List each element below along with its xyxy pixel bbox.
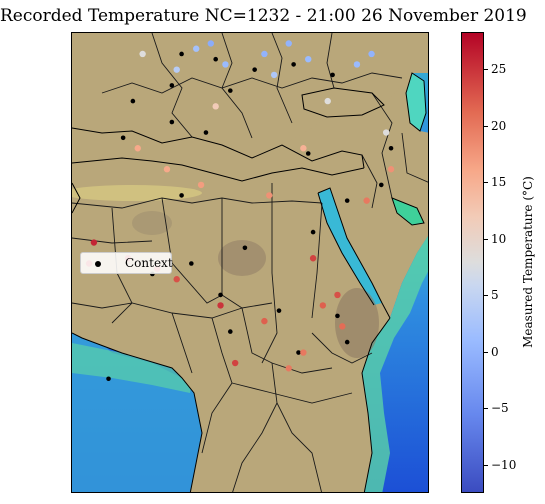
measured-point — [231, 359, 239, 367]
context-point — [120, 135, 126, 141]
measured-point — [266, 192, 273, 199]
measured-point — [305, 55, 312, 63]
measured-point — [134, 145, 141, 152]
measured-point — [139, 50, 146, 58]
colorbar-tick — [484, 408, 488, 410]
context-point — [179, 51, 184, 57]
ahaggar-highland — [132, 211, 172, 235]
measured-point — [207, 40, 215, 47]
sahel-yellow-band — [72, 185, 202, 201]
context-point — [310, 229, 316, 235]
context-point — [335, 313, 340, 319]
measured-point — [324, 97, 331, 105]
context-points — [106, 51, 394, 382]
map-canvas — [72, 33, 428, 492]
measured-point — [368, 50, 375, 58]
measured-point — [339, 323, 346, 330]
context-point — [330, 72, 335, 78]
guinea-shelf — [72, 343, 192, 393]
atlantic-coastal-shelf — [72, 183, 202, 492]
colorbar-tick — [484, 464, 488, 466]
context-point — [213, 56, 218, 62]
colorbar-tick — [484, 238, 488, 240]
context-point — [252, 67, 257, 72]
country-borders — [72, 33, 428, 492]
context-point — [305, 151, 311, 156]
measured-point — [319, 302, 327, 309]
measured-point — [363, 197, 370, 204]
caspian-sea — [406, 73, 426, 131]
colorbar-tick-label: −5 — [491, 401, 509, 416]
colorbar-tick-label: 0 — [491, 344, 499, 359]
context-point — [189, 261, 194, 266]
measured-point — [261, 50, 268, 58]
context-point — [130, 98, 136, 104]
context-point — [276, 308, 282, 313]
red-sea — [318, 188, 382, 305]
measured-point — [222, 61, 229, 68]
measured-point — [261, 317, 268, 325]
context-point — [203, 130, 209, 135]
measured-point — [309, 255, 317, 262]
context-point — [242, 245, 248, 251]
measured-point — [197, 181, 205, 189]
context-point — [169, 83, 175, 88]
context-point — [388, 145, 394, 151]
context-point — [344, 198, 350, 203]
colorbar-tick — [484, 182, 488, 184]
context-point — [106, 376, 111, 382]
coastlines — [72, 72, 427, 492]
map-title: Recorded Temperature NC=1232 - 21:00 26 … — [0, 6, 527, 26]
indian-coastal-shelf — [362, 236, 428, 492]
context-point — [227, 88, 233, 93]
measured-point — [270, 71, 278, 79]
colorbar — [461, 32, 484, 493]
context-point — [179, 193, 184, 198]
legend-context-label: Context — [125, 256, 173, 270]
colorbar-tick-label: 5 — [491, 288, 499, 303]
measured-point — [382, 129, 390, 136]
context-point — [296, 350, 301, 355]
context-point — [218, 292, 223, 298]
ethiopian-highland — [335, 288, 379, 358]
colorbar-tick — [484, 125, 488, 127]
measured-point — [212, 103, 219, 110]
measured-point — [163, 166, 171, 173]
tibesti-highland — [218, 240, 266, 276]
measured-point — [300, 349, 307, 356]
context-point — [169, 119, 175, 125]
measured-point — [300, 145, 307, 152]
map-panel — [71, 32, 429, 493]
colorbar-tick-label: 25 — [491, 62, 507, 77]
persian-gulf — [392, 198, 424, 225]
colorbar-tick-label: 15 — [491, 175, 507, 190]
measured-point — [173, 276, 180, 283]
context-point — [227, 329, 233, 334]
measured-point — [353, 61, 361, 68]
context-point — [378, 182, 384, 188]
colorbar-tick — [484, 69, 488, 71]
colorbar-tick-label: −10 — [491, 457, 517, 472]
colorbar-tick — [484, 351, 488, 353]
measured-point — [173, 66, 180, 73]
legend-box: Context — [80, 252, 173, 274]
colorbar-tick-label: 10 — [491, 231, 507, 246]
measured-point — [217, 302, 224, 309]
measured-point — [387, 166, 395, 173]
colorbar-tick — [484, 295, 488, 297]
measured-point — [285, 365, 292, 372]
context-point — [344, 339, 350, 345]
measured-point — [193, 45, 200, 52]
context-point — [291, 62, 296, 67]
measured-point — [90, 239, 98, 246]
colorbar-tick-label: 20 — [491, 118, 507, 133]
colorbar-label: Measured Temperature (°C) — [521, 176, 535, 348]
legend-context-marker — [95, 261, 101, 267]
measured-point — [285, 40, 292, 47]
europe-land — [72, 33, 428, 158]
measured-point — [334, 291, 341, 299]
